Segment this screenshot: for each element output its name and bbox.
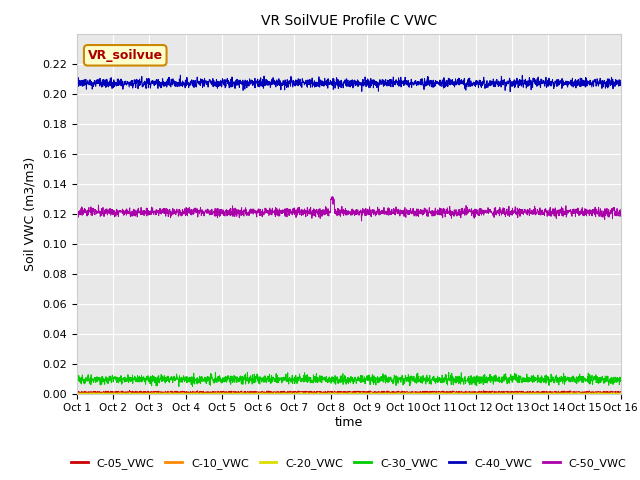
Legend: C-05_VWC, C-10_VWC, C-20_VWC, C-30_VWC, C-40_VWC, C-50_VWC: C-05_VWC, C-10_VWC, C-20_VWC, C-30_VWC, … bbox=[67, 453, 631, 473]
Y-axis label: Soil VWC (m3/m3): Soil VWC (m3/m3) bbox=[24, 156, 36, 271]
X-axis label: time: time bbox=[335, 416, 363, 429]
Title: VR SoilVUE Profile C VWC: VR SoilVUE Profile C VWC bbox=[260, 14, 437, 28]
Text: VR_soilvue: VR_soilvue bbox=[88, 49, 163, 62]
